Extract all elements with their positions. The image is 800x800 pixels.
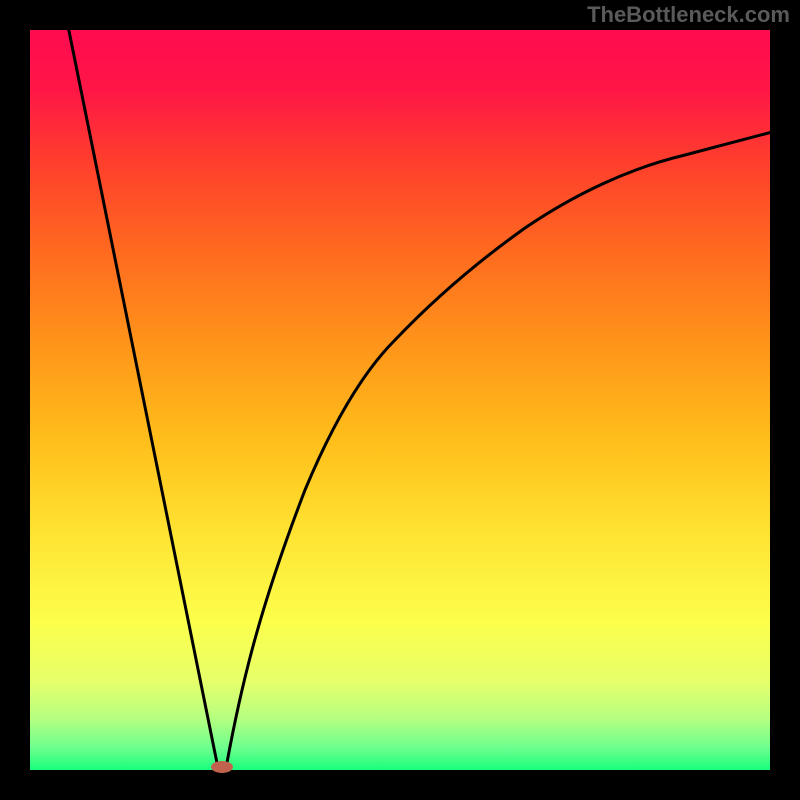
chart-container: { "watermark": { "text": "TheBottleneck.… bbox=[0, 0, 800, 800]
gradient-plot-area bbox=[30, 30, 770, 770]
bottleneck-chart bbox=[0, 0, 800, 800]
optimal-point-marker bbox=[211, 761, 233, 773]
watermark-text: TheBottleneck.com bbox=[587, 2, 790, 28]
